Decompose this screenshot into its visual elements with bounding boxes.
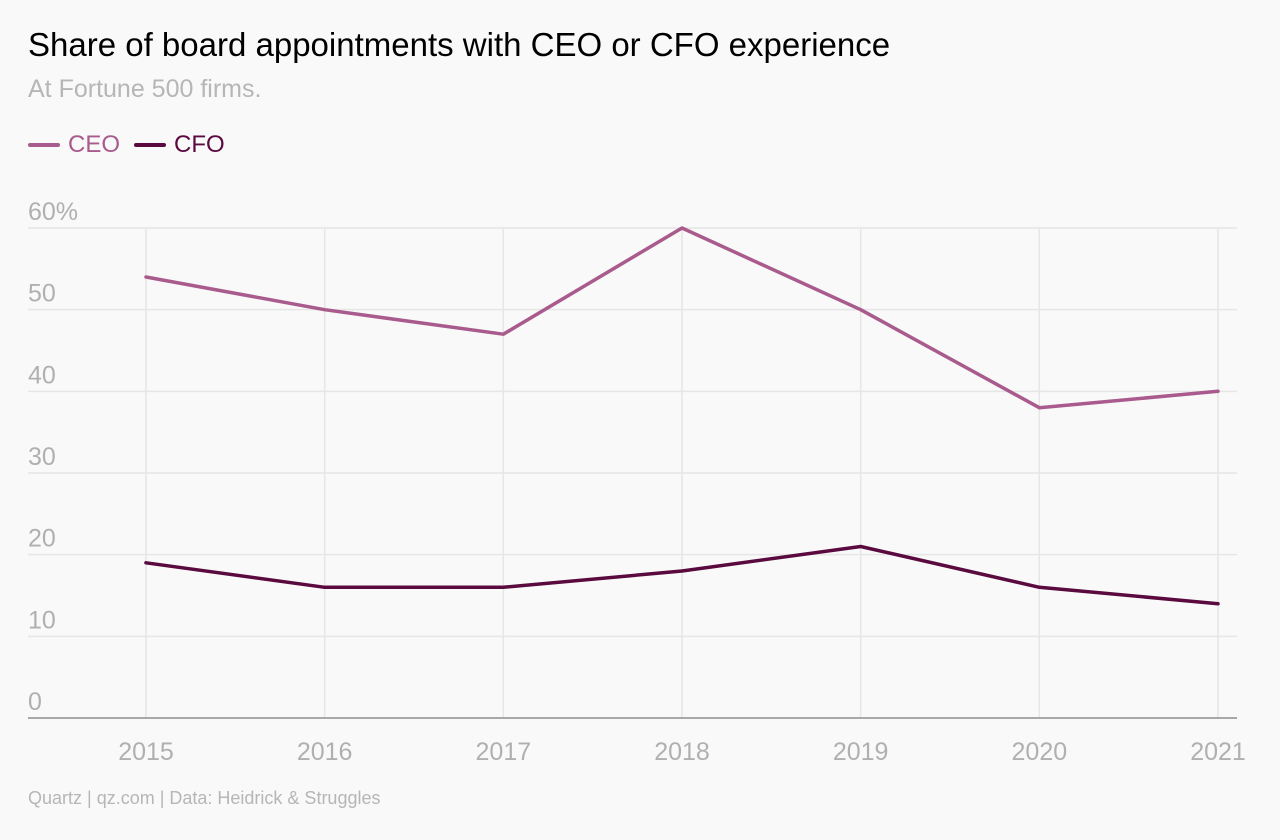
x-tick-label: 2020	[1012, 738, 1068, 766]
legend-item-ceo: CEO	[28, 131, 120, 159]
legend-swatch-cfo	[134, 143, 167, 147]
source-note: Quartz | qz.com | Data: Heidrick & Strug…	[28, 788, 381, 808]
legend: CEO CFO	[28, 130, 239, 160]
series-line-cfo	[144, 544, 1220, 606]
x-tick-label: 2021	[1190, 738, 1246, 766]
y-tick-label: 20	[28, 525, 56, 553]
x-tick-label: 2015	[118, 738, 174, 766]
y-tick-label: 0	[28, 688, 42, 716]
chart-subtitle: At Fortune 500 firms.	[28, 75, 262, 103]
x-tick-label: 2018	[654, 738, 710, 766]
y-tick-label: 60%	[28, 198, 78, 226]
x-tick-label: 2017	[476, 738, 532, 766]
legend-label-ceo: CEO	[68, 131, 121, 158]
series-line-ceo	[144, 226, 1220, 410]
x-tick-label: 2019	[833, 738, 889, 766]
y-tick-label: 40	[28, 361, 56, 389]
y-tick-label: 50	[28, 280, 56, 308]
legend-item-cfo: CFO	[134, 131, 225, 159]
x-tick-label: 2016	[297, 738, 353, 766]
y-tick-label: 30	[28, 443, 56, 471]
chart-title: Share of board appointments with CEO or …	[28, 26, 891, 63]
legend-swatch-ceo	[28, 143, 60, 147]
legend-label-cfo: CFO	[174, 131, 225, 158]
y-tick-label: 10	[28, 606, 56, 634]
